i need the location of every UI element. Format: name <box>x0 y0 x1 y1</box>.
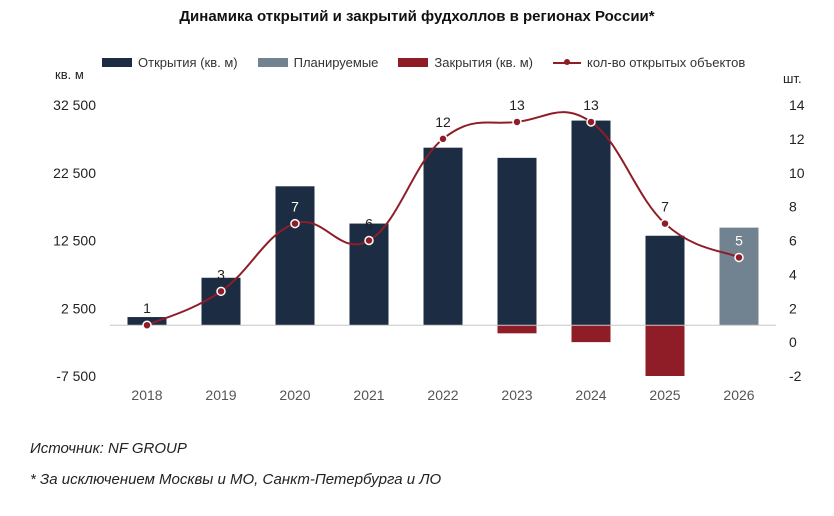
count-point <box>512 117 522 127</box>
count-data-label: 1 <box>143 300 151 316</box>
count-point <box>438 134 448 144</box>
bar-closures <box>571 325 611 343</box>
y-right-tick-label: 6 <box>789 233 797 249</box>
source-note: Источник: NF GROUP <box>30 440 187 457</box>
legend-count-swatch <box>553 58 582 67</box>
legend-closures-label: Закрытия (кв. м) <box>434 55 534 70</box>
count-data-label: 13 <box>583 97 599 113</box>
count-data-label: 3 <box>217 266 225 282</box>
legend-count: кол-во открытых объектов <box>553 55 745 70</box>
count-point <box>216 286 226 297</box>
y-right-tick-label: 4 <box>789 266 797 282</box>
x-tick-label: 2024 <box>575 387 606 403</box>
bar-openings <box>571 120 611 326</box>
y-right-tick-label: 2 <box>789 300 797 316</box>
legend-closures: Закрытия (кв. м) <box>398 55 533 70</box>
legend-openings-swatch <box>102 58 132 67</box>
y-right-tick-label: 14 <box>789 97 805 113</box>
bar-closures <box>645 325 685 376</box>
count-data-label: 12 <box>435 114 451 130</box>
legend-planned: Планируемые <box>257 55 379 70</box>
y-left-tick-label: 12 500 <box>53 233 96 249</box>
x-tick-label: 2026 <box>723 387 754 403</box>
y-left-tick-label: 32 500 <box>53 97 96 113</box>
y-right-tick-label: 12 <box>789 131 805 147</box>
x-tick-label: 2023 <box>501 387 532 403</box>
x-tick-label: 2020 <box>279 387 310 403</box>
x-tick-label: 2021 <box>353 387 384 403</box>
legend-count-label: кол-во открытых объектов <box>587 55 746 70</box>
x-tick-label: 2019 <box>205 387 236 403</box>
y-left-tick-label: -7 500 <box>56 368 96 384</box>
y-left-tick-label: 22 500 <box>53 165 96 181</box>
bar-openings <box>645 235 685 326</box>
y-right-unit: шт. <box>783 71 802 86</box>
bar-openings <box>497 157 537 326</box>
bar-closures <box>497 325 537 334</box>
count-data-label: 13 <box>509 97 525 113</box>
count-point <box>290 218 300 229</box>
count-point <box>364 235 374 246</box>
bar-openings <box>201 277 241 326</box>
x-tick-label: 2018 <box>131 387 162 403</box>
count-data-label: 7 <box>661 199 669 215</box>
bar-openings <box>275 186 315 326</box>
y-right-tick-label: 10 <box>789 165 805 181</box>
chart-title: Динамика открытий и закрытий фудхоллов в… <box>179 8 655 25</box>
count-data-label: 7 <box>291 199 299 215</box>
y-right-tick-label: 8 <box>789 199 797 215</box>
legend-planned-swatch <box>257 58 288 67</box>
y-right-tick-label: 0 <box>789 334 797 350</box>
count-point <box>142 320 152 330</box>
legend: Открытия (кв. м) Планируемые Закрытия (к… <box>102 55 765 70</box>
y-left-tick-label: 2 500 <box>61 300 96 316</box>
legend-openings: Открытия (кв. м) <box>102 55 238 70</box>
count-point <box>586 117 596 127</box>
y-left-unit: кв. м <box>55 67 84 82</box>
legend-openings-label: Открытия (кв. м) <box>138 55 238 70</box>
x-tick-label: 2025 <box>649 387 680 403</box>
legend-closures-swatch <box>398 58 429 67</box>
y-right-tick-label: -2 <box>789 368 802 384</box>
footnote: * За исключением Москвы и МО, Санкт-Пете… <box>30 471 442 488</box>
x-tick-label: 2022 <box>427 387 458 403</box>
legend-planned-label: Планируемые <box>293 55 379 70</box>
bar-openings <box>423 147 463 326</box>
count-point <box>660 218 670 229</box>
count-data-label: 5 <box>735 232 743 248</box>
bar-planned <box>719 227 759 326</box>
count-point <box>734 252 744 263</box>
count-data-label: 6 <box>365 216 373 232</box>
